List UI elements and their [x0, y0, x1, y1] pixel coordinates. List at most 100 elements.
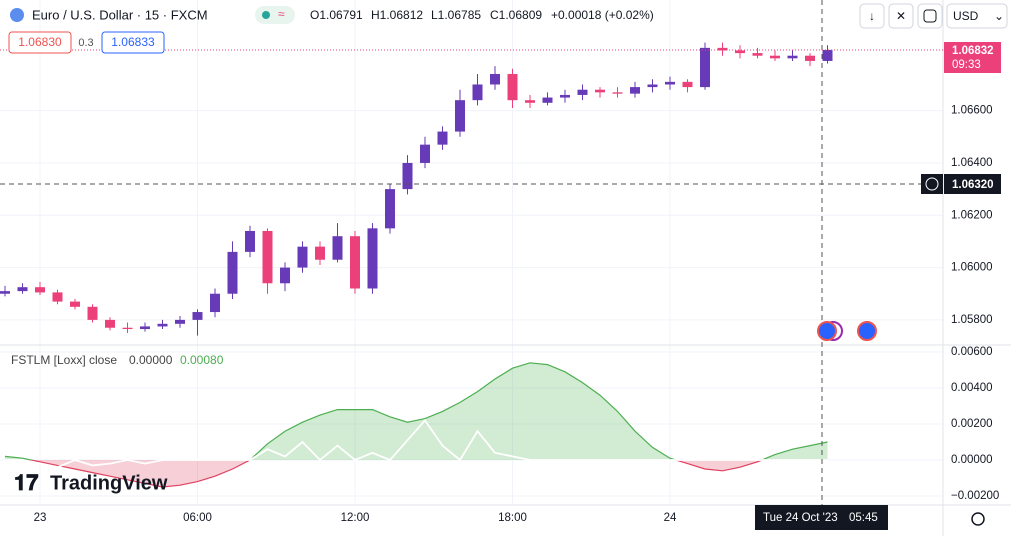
candle-body — [612, 92, 623, 94]
y-tick-label: −0.00200 — [951, 490, 999, 502]
candle-body — [507, 74, 518, 101]
line-negative — [28, 460, 764, 488]
candle-body — [315, 246, 325, 260]
status-dot — [262, 11, 270, 19]
candle-body — [752, 53, 763, 56]
last-price: 1.06832 — [952, 45, 994, 57]
y-tick-label: 1.06000 — [951, 262, 993, 274]
y-tick-label: 0.00600 — [951, 346, 993, 358]
area-positive — [5, 362, 828, 460]
candle-body — [472, 84, 483, 101]
fullscreen-button[interactable] — [917, 3, 943, 29]
candle-body — [805, 55, 815, 61]
spread: 0.3 — [78, 37, 93, 49]
line-positive — [4, 362, 828, 460]
fullscreen-icon — [923, 9, 937, 23]
event-marker[interactable] — [817, 321, 837, 341]
toolbar — [859, 3, 1008, 29]
signal-line — [5, 418, 828, 469]
y-tick-label: 0.00400 — [951, 382, 993, 394]
candle-body — [630, 87, 640, 94]
plus-icon — [925, 177, 939, 191]
candle-body — [385, 189, 395, 229]
candle-body — [420, 144, 430, 163]
quote-low: L1.06785 — [431, 8, 481, 22]
x-tick-label: 24 — [664, 512, 677, 524]
candle-body — [332, 236, 343, 260]
quote-high: H1.06812 — [371, 8, 423, 22]
quote-open: O1.06791 — [310, 8, 363, 22]
candle-body — [577, 89, 588, 95]
candle-body — [122, 327, 133, 330]
candle-body — [210, 293, 220, 313]
candle-body — [717, 47, 728, 51]
candle-body — [525, 100, 535, 103]
currency-select[interactable] — [946, 3, 1008, 29]
candle-body — [17, 287, 28, 292]
candle-body — [490, 74, 500, 85]
logo-mark: 𝟏𝟕 — [14, 470, 39, 495]
sell-price: 1.06830 — [18, 35, 62, 49]
y-tick-label: 0.00000 — [951, 454, 993, 466]
candle-body — [297, 246, 308, 268]
x-tick-label: 12:00 — [341, 512, 370, 524]
buy-price: 1.06833 — [111, 35, 155, 49]
candle-body — [0, 291, 10, 294]
currency-caret: ⌄ — [994, 9, 1004, 23]
candle-body — [157, 323, 168, 327]
indicator-title: FSTLM [Loxx] close — [11, 353, 117, 367]
candle-body — [822, 49, 833, 61]
x-tick-label: 18:00 — [498, 512, 527, 524]
candle-body — [437, 131, 448, 145]
symbol: Euro / U.S. Dollar · 15 · FXCM — [32, 7, 208, 22]
settings-button[interactable] — [971, 512, 985, 526]
quote-close: C1.06809 — [490, 8, 542, 22]
candle-body — [542, 97, 553, 103]
candle-body — [245, 230, 255, 252]
sell-button[interactable] — [8, 31, 72, 54]
symbol-icon — [10, 8, 24, 22]
candle-body — [280, 267, 290, 284]
event-marker[interactable] — [857, 321, 877, 341]
candle-body — [192, 312, 203, 320]
candle-body — [262, 230, 273, 284]
collapse-icon: ✕ — [896, 9, 906, 23]
candle-body — [175, 319, 185, 324]
crosshair-price: 1.06320 — [952, 179, 994, 191]
last-price-tag — [944, 42, 1001, 73]
candle-body — [70, 301, 80, 307]
candle-body — [35, 287, 45, 293]
candle-body — [770, 55, 780, 59]
countdown: 09:33 — [952, 59, 981, 71]
quote-change: +0.00018 (+0.02%) — [551, 8, 654, 22]
buy-button[interactable] — [101, 31, 165, 54]
crosshair-date: Tue 24 Oct '23 — [763, 512, 838, 524]
crosshair-price-tag — [944, 174, 1001, 194]
status-icon: ≈ — [278, 7, 285, 21]
status-pill[interactable] — [255, 6, 295, 24]
candle-body — [350, 236, 360, 289]
indicator-value: 0.00000 — [129, 353, 173, 367]
candle-body — [787, 55, 798, 59]
candle-body — [52, 292, 63, 302]
y-tick-label: 1.06200 — [951, 209, 993, 221]
y-tick-label: 0.00200 — [951, 418, 993, 430]
crosshair-clock: 05:45 — [849, 512, 878, 524]
candle-body — [560, 94, 570, 98]
plus-button[interactable] — [921, 174, 943, 194]
candle-body — [682, 81, 693, 88]
candle-body — [402, 162, 413, 190]
candle-body — [367, 228, 378, 289]
currency: USD — [953, 9, 979, 23]
collapse-button[interactable] — [888, 3, 914, 29]
x-tick-label: 23 — [34, 512, 47, 524]
candle-body — [735, 50, 745, 54]
candle-body — [700, 47, 710, 88]
area-negative — [5, 460, 828, 488]
candle-body — [595, 89, 605, 93]
scroll-button[interactable] — [859, 3, 885, 29]
candle-body — [140, 326, 150, 330]
indicator-value: 0.00080 — [180, 353, 224, 367]
